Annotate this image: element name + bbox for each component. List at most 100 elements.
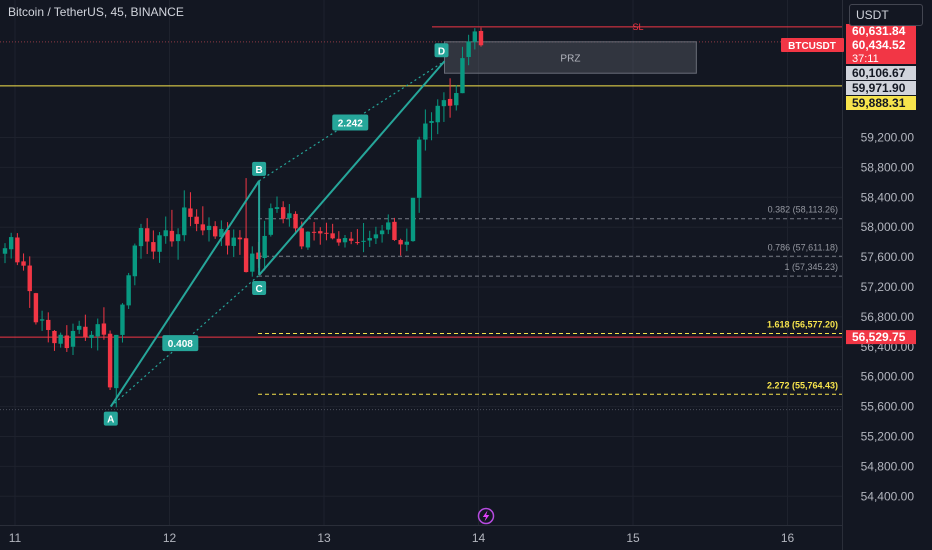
candle-body [2,248,8,254]
candle-body [348,238,354,241]
candle [76,320,82,334]
price-tick-label: 55,200.00 [861,430,915,444]
candle [379,225,385,243]
symbol-tag: BTCUSDT [788,41,836,52]
price-label-box [846,81,916,95]
candle-body [454,93,459,106]
price-tick-label: 54,400.00 [861,489,915,503]
candle-body [27,265,32,292]
candle-body [138,228,144,247]
candle-body [212,226,218,237]
candle [237,230,243,255]
pattern-point-b [252,161,267,176]
candle-body [101,323,107,335]
candle [175,228,181,260]
candle [342,235,348,248]
candle-body [237,237,243,240]
candle-body [441,100,447,107]
candle [157,231,162,263]
candle-body [114,334,119,389]
candle-body [206,225,212,231]
candle [410,197,416,242]
pattern-point-a [103,411,118,426]
candle [144,218,150,255]
candle [101,307,107,340]
candle [355,229,360,245]
price-tick-label: 55,600.00 [861,400,915,414]
currency-button[interactable]: USDT [849,4,923,26]
candle [386,214,391,235]
candle [52,330,57,351]
time-tick-label: 15 [626,531,640,545]
candle-body [175,234,181,242]
grid [0,0,842,525]
harmonic-pattern: A B C D 0.408 2.242 [103,43,449,426]
candle-body [423,123,428,140]
candle [472,28,478,50]
candle [126,272,131,309]
candle [435,99,440,135]
price-countdown: 37:11 [852,53,879,65]
candle [58,332,63,348]
price-label: 60,434.52 [852,38,906,52]
candle [466,34,471,66]
price-tick-label: 58,800.00 [861,160,915,174]
candle [293,211,298,233]
candle-body [76,325,82,330]
candle-body [95,324,100,337]
chart-title: Bitcoin / TetherUS, 45, BINANCE [8,5,184,19]
price-tick-label: 57,200.00 [861,280,915,294]
candle [64,325,70,352]
candle-body [373,234,379,239]
candle [206,217,212,242]
prz-box [444,41,697,74]
price-tick-label: 54,800.00 [861,459,915,473]
candle-body [151,242,156,252]
pattern-ratio-box [332,114,369,131]
pattern-ratio-label: 2.242 [338,119,363,130]
candle [21,253,26,271]
pattern-point-label: C [255,284,262,295]
candle-body [311,231,317,233]
candle-body [64,335,70,349]
candle [361,223,366,253]
candle [15,233,20,266]
candle [330,223,335,240]
candle-body [324,232,329,234]
time-tick-label: 12 [163,531,177,545]
candle [114,334,119,408]
candle-body [163,230,168,237]
candle-body [367,238,372,241]
prz-label: PRZ [560,54,580,65]
candle-body [182,207,187,236]
pattern-ratio-label: 0.408 [168,339,193,350]
candle-body [144,228,150,242]
candle [163,216,168,244]
price-label: 59,971.90 [852,81,906,95]
candle [70,323,76,356]
candle [169,209,175,247]
candle [348,231,354,245]
candle [27,256,32,308]
fib-level-label: 1 (57,345.23) [784,262,838,272]
candle-body [416,139,422,198]
candle [8,232,14,259]
candle [447,78,453,118]
candle [151,230,156,260]
candle-body [250,253,255,272]
candle [280,201,286,224]
candle [460,46,465,94]
candle [311,222,317,241]
candle [219,220,224,247]
price-label-box [846,96,916,110]
candle [478,27,484,47]
pattern-point-d [434,43,449,58]
candle [39,310,45,331]
pattern-point-label: D [438,46,445,57]
candle [454,85,459,111]
pattern-leg-cd [258,60,446,276]
candle-body [8,237,14,250]
time-tick-label: 13 [317,531,331,545]
lightning-bolt-icon[interactable] [477,507,495,525]
